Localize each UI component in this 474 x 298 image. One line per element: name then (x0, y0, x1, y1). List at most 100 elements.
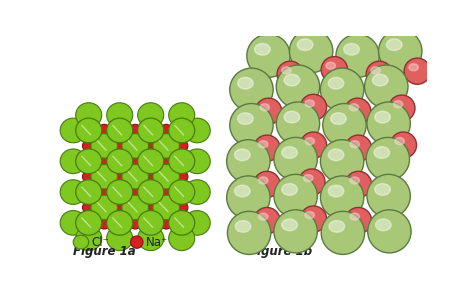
Circle shape (274, 210, 317, 253)
Circle shape (320, 140, 364, 183)
Circle shape (129, 186, 141, 198)
Circle shape (82, 140, 95, 152)
Circle shape (320, 68, 364, 111)
Ellipse shape (107, 149, 133, 174)
Ellipse shape (169, 180, 195, 204)
Circle shape (145, 170, 157, 183)
Ellipse shape (91, 164, 118, 189)
Circle shape (98, 155, 110, 167)
Ellipse shape (76, 211, 102, 235)
Circle shape (247, 34, 290, 77)
Ellipse shape (284, 74, 300, 86)
Ellipse shape (91, 134, 118, 158)
Circle shape (277, 61, 303, 87)
Ellipse shape (153, 134, 180, 158)
Ellipse shape (328, 149, 344, 161)
Ellipse shape (184, 180, 210, 204)
Circle shape (255, 98, 282, 124)
Circle shape (276, 65, 319, 108)
Circle shape (82, 170, 95, 183)
Circle shape (366, 137, 410, 181)
Ellipse shape (282, 67, 291, 74)
Ellipse shape (153, 164, 180, 189)
Ellipse shape (282, 147, 297, 158)
Ellipse shape (349, 104, 359, 111)
Ellipse shape (107, 180, 133, 204)
Ellipse shape (184, 118, 210, 143)
Ellipse shape (76, 226, 102, 251)
Circle shape (160, 186, 173, 198)
Ellipse shape (91, 195, 118, 220)
Circle shape (175, 170, 188, 183)
Ellipse shape (107, 103, 133, 127)
Ellipse shape (184, 211, 210, 235)
Ellipse shape (235, 149, 250, 161)
Circle shape (367, 102, 410, 145)
Ellipse shape (409, 64, 419, 71)
Circle shape (274, 137, 317, 181)
Ellipse shape (375, 219, 391, 231)
Ellipse shape (260, 104, 270, 111)
Ellipse shape (282, 219, 297, 231)
Ellipse shape (184, 149, 210, 174)
Ellipse shape (169, 226, 195, 251)
Ellipse shape (350, 177, 359, 184)
Circle shape (82, 201, 95, 214)
Circle shape (300, 94, 327, 120)
Circle shape (175, 140, 188, 152)
Ellipse shape (386, 39, 402, 51)
Circle shape (365, 65, 408, 108)
Circle shape (175, 201, 188, 214)
Text: Figure 1a: Figure 1a (73, 245, 136, 257)
Circle shape (345, 207, 372, 234)
Ellipse shape (235, 221, 251, 232)
Ellipse shape (375, 111, 391, 123)
Ellipse shape (374, 147, 390, 158)
Ellipse shape (137, 103, 164, 127)
Ellipse shape (169, 211, 195, 235)
Ellipse shape (237, 113, 253, 125)
Circle shape (145, 140, 157, 152)
Ellipse shape (344, 44, 359, 55)
Circle shape (98, 217, 110, 229)
Ellipse shape (137, 118, 164, 143)
Text: Cl⁻: Cl⁻ (92, 236, 109, 249)
Ellipse shape (73, 235, 89, 249)
Ellipse shape (350, 213, 359, 220)
Ellipse shape (137, 226, 164, 251)
Ellipse shape (122, 134, 148, 158)
Circle shape (129, 124, 141, 136)
Ellipse shape (326, 62, 336, 69)
Ellipse shape (329, 221, 345, 232)
Circle shape (336, 34, 379, 77)
Ellipse shape (122, 164, 148, 189)
Ellipse shape (60, 118, 86, 143)
Circle shape (367, 174, 410, 218)
Circle shape (98, 124, 110, 136)
Ellipse shape (258, 141, 268, 148)
Ellipse shape (297, 39, 313, 51)
Ellipse shape (153, 195, 180, 220)
Circle shape (323, 103, 366, 147)
Circle shape (390, 132, 417, 158)
Ellipse shape (395, 138, 404, 145)
Circle shape (129, 155, 141, 167)
Ellipse shape (375, 184, 391, 195)
Ellipse shape (237, 77, 253, 89)
Circle shape (300, 206, 327, 232)
Circle shape (145, 201, 157, 214)
Ellipse shape (282, 184, 297, 195)
Ellipse shape (305, 212, 315, 219)
Ellipse shape (76, 149, 102, 174)
Circle shape (320, 176, 364, 219)
Ellipse shape (371, 67, 380, 74)
Ellipse shape (137, 149, 164, 174)
Ellipse shape (305, 138, 315, 145)
Ellipse shape (60, 180, 86, 204)
Circle shape (129, 217, 141, 229)
Circle shape (160, 124, 173, 136)
Circle shape (366, 61, 392, 87)
Circle shape (254, 171, 280, 198)
Circle shape (389, 95, 415, 121)
Ellipse shape (76, 103, 102, 127)
